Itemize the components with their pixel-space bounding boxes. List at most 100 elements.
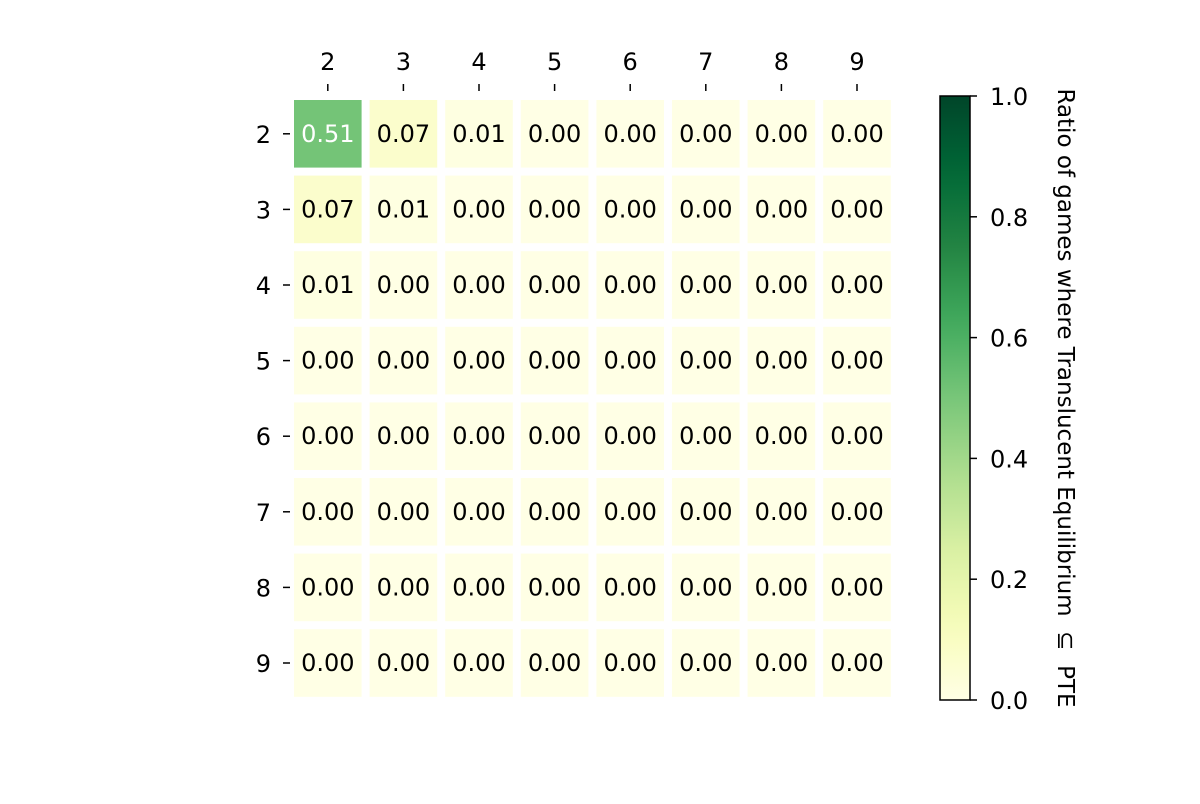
cell-value-label-r7-c7: 0.00 [830,649,883,677]
colorbar-tick-label-0.6: 0.6 [990,325,1028,353]
cell-value-label-r2-c1: 0.00 [377,271,430,299]
heatmap-cell-r3-c0 [294,326,362,395]
cell-value-label-r7-c3: 0.00 [528,649,581,677]
cell-value-label-r1-c4: 0.00 [603,195,656,223]
cell-value-label-r2-c5: 0.00 [679,271,732,299]
cell-value-label-r4-c7: 0.00 [830,422,883,450]
colorbar-gradient [939,95,971,701]
colorbar-tick-label-0.0: 0.0 [990,687,1028,715]
cell-value-label-r2-c4: 0.00 [603,271,656,299]
heatmap-cell-r0-c7 [823,100,891,168]
x-tick-label-7: 7 [698,48,713,76]
heatmap-cell-r3-c3 [520,326,589,395]
heatmap-cell-r4-c0 [294,402,362,470]
cell-value-label-r7-c1: 0.00 [377,649,430,677]
heatmap-cell-r1-c2 [445,175,513,244]
colorbar-tick-label-0.2: 0.2 [990,566,1028,594]
heatmap-cell-r2-c5 [672,251,740,319]
heatmap-cell-r2-c3 [520,251,589,319]
cell-value-label-r4-c0: 0.00 [301,422,354,450]
heatmap-cell-r7-c6 [747,629,816,697]
cell-value-label-r0-c0: 0.51 [301,120,354,148]
x-tick-label-5: 5 [547,48,562,76]
x-tick-label-2: 2 [320,48,335,76]
cell-value-label-r6-c1: 0.00 [377,573,430,601]
y-tick-label-2: 2 [256,121,271,149]
heatmap-cell-r7-c2 [445,629,513,697]
cell-value-label-r4-c3: 0.00 [528,422,581,450]
cell-value-label-r3-c1: 0.00 [377,347,430,375]
cell-value-label-r1-c7: 0.00 [830,195,883,223]
heatmap-cell-r3-c7 [823,326,891,395]
y-tick-label-6: 6 [256,423,271,451]
cell-value-label-r3-c7: 0.00 [830,347,883,375]
heatmap-cell-r1-c1 [369,175,438,244]
heatmap-cell-r5-c1 [369,478,438,546]
heatmap-cell-r5-c3 [520,478,589,546]
cell-value-label-r0-c2: 0.01 [452,120,505,148]
x-tick-label-8: 8 [774,48,789,76]
heatmap-cell-r2-c2 [445,251,513,319]
heatmap-cell-r3-c5 [672,326,740,395]
heatmap-cell-r4-c7 [823,402,891,470]
cell-value-label-r4-c4: 0.00 [603,422,656,450]
heatmap-cell-r1-c7 [823,175,891,244]
heatmap-cell-r5-c7 [823,478,891,546]
heatmap-cell-r4-c4 [596,402,664,470]
heatmap-cells: 0.51 0.07 0.01 0.00 0.00 0.00 0.00 0.00 0.07 0.01… [294,100,891,697]
cell-value-label-r3-c6: 0.00 [755,347,808,375]
heatmap-cell-r1-c5 [672,175,740,244]
heatmap-cell-r6-c7 [823,553,891,622]
heatmap-cell-r4-c3 [520,402,589,470]
cell-value-label-r4-c6: 0.00 [755,422,808,450]
heatmap-cell-r2-c4 [596,251,664,319]
cell-value-label-r2-c0: 0.01 [301,271,354,299]
cell-value-label-r1-c1: 0.01 [377,195,430,223]
cell-value-label-r2-c7: 0.00 [830,271,883,299]
heatmap-cell-r6-c6 [747,553,816,622]
heatmap-cell-r0-c2 [445,100,513,168]
x-tick-label-4: 4 [471,48,486,76]
heatmap-cell-r1-c0 [294,175,362,244]
cell-value-label-r1-c5: 0.00 [679,195,732,223]
cell-value-label-r3-c5: 0.00 [679,347,732,375]
colorbar-tick-label-0.4: 0.4 [990,445,1028,473]
colorbar-tick-label-0.8: 0.8 [990,204,1028,232]
heatmap-cell-r2-c1 [369,251,438,319]
heatmap-cell-r4-c2 [445,402,513,470]
heatmap-cell-r6-c2 [445,553,513,622]
cell-value-label-r5-c0: 0.00 [301,498,354,526]
heatmap-cell-r3-c1 [369,326,438,395]
cell-value-label-r7-c6: 0.00 [755,649,808,677]
y-axis-ticks: 2 3 4 5 6 7 8 9 [256,121,290,678]
heatmap-cell-r5-c5 [672,478,740,546]
heatmap-cell-r6-c4 [596,553,664,622]
colorbar-label: Ratio of games where Translucent Equilib… [1052,88,1078,707]
cell-value-label-r7-c5: 0.00 [679,649,732,677]
heatmap-cell-r7-c0 [294,629,362,697]
heatmap-cell-r4-c1 [369,402,438,470]
heatmap-cell-r7-c5 [672,629,740,697]
cell-value-label-r6-c7: 0.00 [830,573,883,601]
colorbar: 0.0 0.2 0.4 0.6 0.8 1.0 Ratio of games where … [939,83,1078,715]
y-tick-label-4: 4 [256,272,271,300]
cell-value-label-r6-c0: 0.00 [301,573,354,601]
cell-value-label-r5-c4: 0.00 [603,498,656,526]
cell-value-label-r7-c0: 0.00 [301,649,354,677]
cell-value-label-r0-c3: 0.00 [528,120,581,148]
heatmap-cell-r0-c6 [747,100,816,168]
cell-value-label-r0-c5: 0.00 [679,120,732,148]
heatmap-cell-r2-c0 [294,251,362,319]
cell-value-label-r2-c3: 0.00 [528,271,581,299]
heatmap-cell-r2-c6 [747,251,816,319]
cell-value-label-r5-c3: 0.00 [528,498,581,526]
cell-value-label-r1-c2: 0.00 [452,195,505,223]
cell-value-label-r7-c2: 0.00 [452,649,505,677]
cell-value-label-r0-c4: 0.00 [603,120,656,148]
heatmap-cell-r5-c2 [445,478,513,546]
heatmap-cell-r1-c4 [596,175,664,244]
x-tick-label-3: 3 [396,48,411,76]
cell-value-label-r5-c1: 0.00 [377,498,430,526]
